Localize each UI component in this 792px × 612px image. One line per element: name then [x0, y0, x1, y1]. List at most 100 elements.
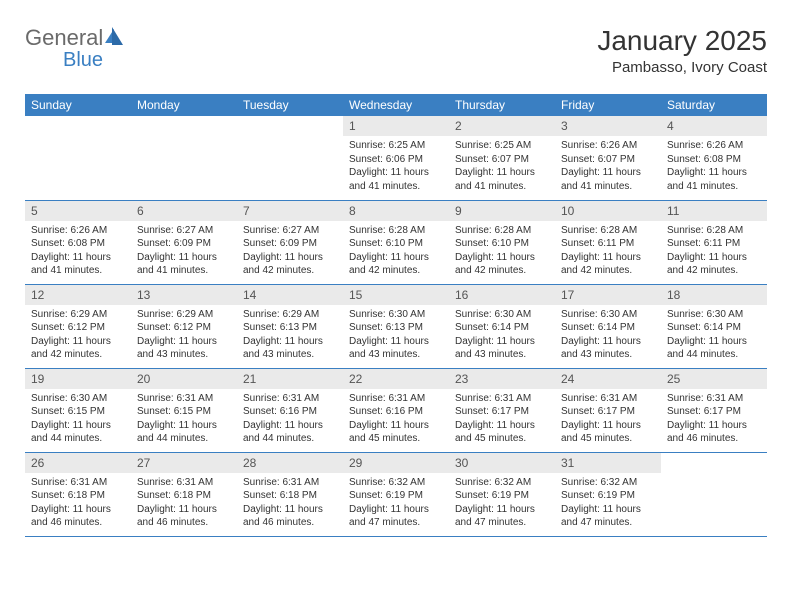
calendar-day-cell: 10Sunrise: 6:28 AMSunset: 6:11 PMDayligh… [555, 200, 661, 284]
title-block: January 2025 Pambasso, Ivory Coast [597, 25, 767, 76]
calendar-day-cell: 31Sunrise: 6:32 AMSunset: 6:19 PMDayligh… [555, 452, 661, 536]
calendar-day-cell: 26Sunrise: 6:31 AMSunset: 6:18 PMDayligh… [25, 452, 131, 536]
weekday-header: Sunday [25, 94, 131, 116]
calendar-empty-cell [661, 452, 767, 536]
day-number: 14 [237, 285, 343, 305]
calendar-week-row: 5Sunrise: 6:26 AMSunset: 6:08 PMDaylight… [25, 200, 767, 284]
day-number: 2 [449, 116, 555, 136]
day-number: 15 [343, 285, 449, 305]
calendar-day-cell: 7Sunrise: 6:27 AMSunset: 6:09 PMDaylight… [237, 200, 343, 284]
day-info: Sunrise: 6:29 AMSunset: 6:12 PMDaylight:… [25, 305, 131, 366]
calendar-empty-cell [131, 116, 237, 200]
calendar-day-cell: 1Sunrise: 6:25 AMSunset: 6:06 PMDaylight… [343, 116, 449, 200]
weekday-header-row: SundayMondayTuesdayWednesdayThursdayFrid… [25, 94, 767, 116]
day-number: 8 [343, 201, 449, 221]
calendar-day-cell: 14Sunrise: 6:29 AMSunset: 6:13 PMDayligh… [237, 284, 343, 368]
day-info: Sunrise: 6:26 AMSunset: 6:08 PMDaylight:… [25, 221, 131, 282]
calendar-day-cell: 27Sunrise: 6:31 AMSunset: 6:18 PMDayligh… [131, 452, 237, 536]
day-info: Sunrise: 6:29 AMSunset: 6:13 PMDaylight:… [237, 305, 343, 366]
day-number: 3 [555, 116, 661, 136]
day-number: 29 [343, 453, 449, 473]
day-info: Sunrise: 6:27 AMSunset: 6:09 PMDaylight:… [237, 221, 343, 282]
day-info: Sunrise: 6:28 AMSunset: 6:11 PMDaylight:… [555, 221, 661, 282]
calendar-day-cell: 6Sunrise: 6:27 AMSunset: 6:09 PMDaylight… [131, 200, 237, 284]
brand-word-2: Blue [63, 49, 103, 72]
calendar-day-cell: 9Sunrise: 6:28 AMSunset: 6:10 PMDaylight… [449, 200, 555, 284]
calendar-day-cell: 17Sunrise: 6:30 AMSunset: 6:14 PMDayligh… [555, 284, 661, 368]
day-info: Sunrise: 6:27 AMSunset: 6:09 PMDaylight:… [131, 221, 237, 282]
calendar-day-cell: 24Sunrise: 6:31 AMSunset: 6:17 PMDayligh… [555, 368, 661, 452]
calendar-page: General Blue January 2025 Pambasso, Ivor… [0, 0, 792, 537]
day-number: 20 [131, 369, 237, 389]
calendar-table: SundayMondayTuesdayWednesdayThursdayFrid… [25, 94, 767, 537]
day-number: 18 [661, 285, 767, 305]
day-info: Sunrise: 6:30 AMSunset: 6:15 PMDaylight:… [25, 389, 131, 450]
calendar-day-cell: 2Sunrise: 6:25 AMSunset: 6:07 PMDaylight… [449, 116, 555, 200]
day-number: 5 [25, 201, 131, 221]
day-info: Sunrise: 6:26 AMSunset: 6:08 PMDaylight:… [661, 136, 767, 197]
day-info: Sunrise: 6:31 AMSunset: 6:16 PMDaylight:… [237, 389, 343, 450]
day-info: Sunrise: 6:25 AMSunset: 6:06 PMDaylight:… [343, 136, 449, 197]
day-number: 10 [555, 201, 661, 221]
calendar-day-cell: 22Sunrise: 6:31 AMSunset: 6:16 PMDayligh… [343, 368, 449, 452]
calendar-day-cell: 19Sunrise: 6:30 AMSunset: 6:15 PMDayligh… [25, 368, 131, 452]
weekday-header: Monday [131, 94, 237, 116]
day-info: Sunrise: 6:32 AMSunset: 6:19 PMDaylight:… [555, 473, 661, 534]
weekday-header: Thursday [449, 94, 555, 116]
day-number: 17 [555, 285, 661, 305]
day-info: Sunrise: 6:32 AMSunset: 6:19 PMDaylight:… [343, 473, 449, 534]
day-info: Sunrise: 6:28 AMSunset: 6:11 PMDaylight:… [661, 221, 767, 282]
calendar-day-cell: 13Sunrise: 6:29 AMSunset: 6:12 PMDayligh… [131, 284, 237, 368]
day-number: 28 [237, 453, 343, 473]
day-info: Sunrise: 6:30 AMSunset: 6:13 PMDaylight:… [343, 305, 449, 366]
day-info: Sunrise: 6:31 AMSunset: 6:17 PMDaylight:… [661, 389, 767, 450]
calendar-empty-cell [25, 116, 131, 200]
calendar-day-cell: 5Sunrise: 6:26 AMSunset: 6:08 PMDaylight… [25, 200, 131, 284]
weekday-header: Wednesday [343, 94, 449, 116]
day-number: 13 [131, 285, 237, 305]
day-number: 21 [237, 369, 343, 389]
day-info: Sunrise: 6:28 AMSunset: 6:10 PMDaylight:… [449, 221, 555, 282]
day-info: Sunrise: 6:32 AMSunset: 6:19 PMDaylight:… [449, 473, 555, 534]
calendar-day-cell: 30Sunrise: 6:32 AMSunset: 6:19 PMDayligh… [449, 452, 555, 536]
day-number: 27 [131, 453, 237, 473]
day-number: 16 [449, 285, 555, 305]
calendar-day-cell: 28Sunrise: 6:31 AMSunset: 6:18 PMDayligh… [237, 452, 343, 536]
day-number: 30 [449, 453, 555, 473]
day-info: Sunrise: 6:28 AMSunset: 6:10 PMDaylight:… [343, 221, 449, 282]
calendar-day-cell: 20Sunrise: 6:31 AMSunset: 6:15 PMDayligh… [131, 368, 237, 452]
day-number: 19 [25, 369, 131, 389]
day-number: 1 [343, 116, 449, 136]
day-info: Sunrise: 6:29 AMSunset: 6:12 PMDaylight:… [131, 305, 237, 366]
day-number: 7 [237, 201, 343, 221]
calendar-week-row: 26Sunrise: 6:31 AMSunset: 6:18 PMDayligh… [25, 452, 767, 536]
calendar-day-cell: 16Sunrise: 6:30 AMSunset: 6:14 PMDayligh… [449, 284, 555, 368]
calendar-day-cell: 11Sunrise: 6:28 AMSunset: 6:11 PMDayligh… [661, 200, 767, 284]
day-info: Sunrise: 6:31 AMSunset: 6:18 PMDaylight:… [237, 473, 343, 534]
day-info: Sunrise: 6:31 AMSunset: 6:15 PMDaylight:… [131, 389, 237, 450]
day-info: Sunrise: 6:31 AMSunset: 6:18 PMDaylight:… [131, 473, 237, 534]
day-number: 25 [661, 369, 767, 389]
day-number: 9 [449, 201, 555, 221]
day-info: Sunrise: 6:30 AMSunset: 6:14 PMDaylight:… [449, 305, 555, 366]
day-info: Sunrise: 6:30 AMSunset: 6:14 PMDaylight:… [555, 305, 661, 366]
day-number: 31 [555, 453, 661, 473]
calendar-week-row: 19Sunrise: 6:30 AMSunset: 6:15 PMDayligh… [25, 368, 767, 452]
day-info: Sunrise: 6:31 AMSunset: 6:17 PMDaylight:… [555, 389, 661, 450]
brand-logo: General Blue [25, 25, 123, 51]
calendar-day-cell: 25Sunrise: 6:31 AMSunset: 6:17 PMDayligh… [661, 368, 767, 452]
day-number: 24 [555, 369, 661, 389]
calendar-day-cell: 8Sunrise: 6:28 AMSunset: 6:10 PMDaylight… [343, 200, 449, 284]
logo-triangle2-icon [112, 27, 123, 45]
calendar-day-cell: 12Sunrise: 6:29 AMSunset: 6:12 PMDayligh… [25, 284, 131, 368]
weekday-header: Tuesday [237, 94, 343, 116]
calendar-day-cell: 23Sunrise: 6:31 AMSunset: 6:17 PMDayligh… [449, 368, 555, 452]
calendar-day-cell: 29Sunrise: 6:32 AMSunset: 6:19 PMDayligh… [343, 452, 449, 536]
month-year-title: January 2025 [597, 25, 767, 57]
calendar-day-cell: 21Sunrise: 6:31 AMSunset: 6:16 PMDayligh… [237, 368, 343, 452]
day-number: 4 [661, 116, 767, 136]
day-number: 26 [25, 453, 131, 473]
calendar-day-cell: 4Sunrise: 6:26 AMSunset: 6:08 PMDaylight… [661, 116, 767, 200]
day-info: Sunrise: 6:26 AMSunset: 6:07 PMDaylight:… [555, 136, 661, 197]
calendar-body: 1Sunrise: 6:25 AMSunset: 6:06 PMDaylight… [25, 116, 767, 536]
